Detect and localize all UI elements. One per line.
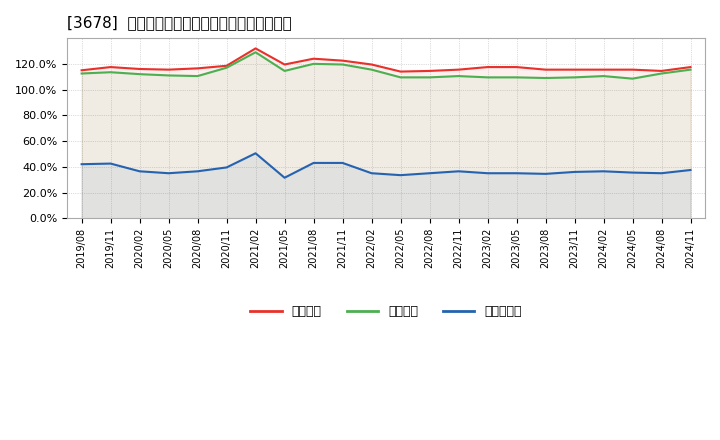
- Legend: 流動比率, 当座比率, 現預金比率: 流動比率, 当座比率, 現預金比率: [246, 300, 526, 323]
- Text: [3678]  流動比率、当座比率、現預金比率の推移: [3678] 流動比率、当座比率、現預金比率の推移: [67, 15, 292, 30]
